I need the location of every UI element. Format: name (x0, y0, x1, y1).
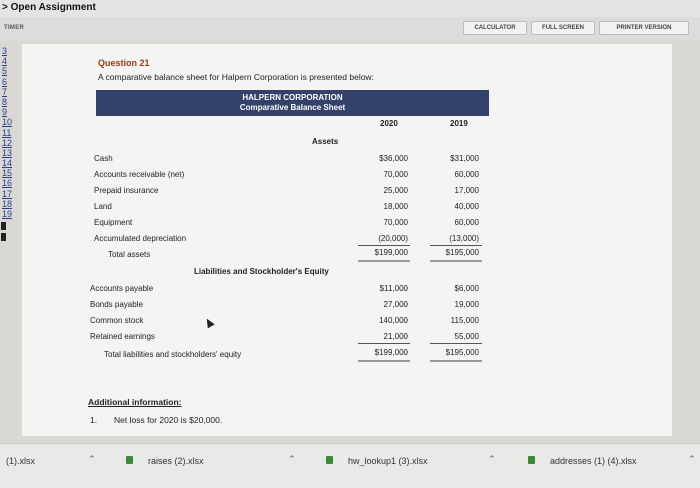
window-title[interactable]: > Open Assignment (2, 2, 96, 13)
liability-row-label: Accounts payable (90, 284, 154, 293)
asset-value-2020: 70,000 (383, 218, 408, 227)
question-link[interactable]: 12 (2, 137, 13, 148)
liability-value-2020: 21,000 (383, 332, 408, 341)
asset-row-label: Prepaid insurance (94, 186, 159, 195)
year-header-2020: 2020 (380, 119, 398, 128)
subtotal-rule (358, 343, 410, 344)
question-text: A comparative balance sheet for Halpern … (98, 72, 374, 82)
subtotal-rule (358, 245, 410, 246)
printer-version-button[interactable]: PRINTER VERSION (599, 21, 689, 35)
liability-row-label: Retained earnings (90, 332, 155, 341)
question-link[interactable]: 3 (2, 46, 8, 56)
excel-file-icon (126, 456, 133, 464)
timer-tab[interactable]: TIMER (4, 25, 25, 31)
question-link[interactable]: 13 (2, 147, 13, 158)
title-bar: > Open Assignment (0, 0, 700, 17)
total-liabilities-2019: $195,000 (445, 348, 479, 357)
asset-value-2020: 25,000 (383, 186, 408, 195)
question-link[interactable]: 4 (2, 56, 8, 67)
asset-value-2019: 60,000 (454, 170, 479, 179)
download-item[interactable]: hw_lookup1 (3).xlsx (348, 456, 428, 466)
question-marker (1, 233, 6, 242)
liability-value-2019: $6,000 (454, 284, 479, 293)
question-title: Question 21 (98, 58, 150, 68)
total-double-rule (358, 260, 410, 262)
question-link[interactable]: 10 (2, 117, 13, 128)
subtotal-rule (430, 343, 482, 344)
statement-header: HALPERN CORPORATION Comparative Balance … (96, 90, 489, 116)
question-link[interactable]: 18 (2, 198, 13, 209)
download-item[interactable]: addresses (1) (4).xlsx (550, 456, 637, 466)
total-double-rule (430, 260, 482, 262)
asset-row-label: Accounts receivable (net) (94, 170, 185, 179)
total-double-rule (358, 360, 410, 362)
question-link[interactable]: 14 (2, 158, 13, 169)
question-nav: 3 4 5 6 7 8 9 10 11 12 13 14 15 16 17 18… (0, 46, 20, 286)
asset-row-label: Accumulated depreciation (94, 234, 187, 243)
chevron-up-icon[interactable]: ⌃ (288, 454, 296, 464)
excel-file-icon (528, 456, 535, 464)
liability-row-label: Bonds payable (90, 300, 143, 309)
additional-info-heading: Additional information: (88, 397, 182, 407)
question-link[interactable]: 17 (2, 188, 13, 199)
total-assets-label: Total assets (108, 250, 151, 259)
statement-name: Comparative Balance Sheet (239, 103, 346, 112)
total-assets-2019: $195,000 (445, 248, 479, 257)
total-liabilities-label: Total liabilities and stockholders' equi… (104, 350, 242, 359)
fullscreen-button[interactable]: FULL SCREEN (531, 21, 595, 35)
toolbar: TIMER CALCULATOR FULL SCREEN PRINTER VER… (0, 17, 700, 41)
asset-value-2019: 40,000 (454, 202, 479, 211)
chevron-up-icon[interactable]: ⌃ (88, 454, 96, 464)
note-number: 1. (90, 415, 98, 425)
total-liabilities-2020: $199,000 (374, 348, 408, 357)
asset-value-2020: 70,000 (383, 170, 408, 179)
question-link[interactable]: 8 (2, 96, 8, 107)
liability-value-2019: 19,000 (454, 300, 479, 309)
question-link[interactable]: 15 (2, 168, 13, 179)
liability-row-label: Common stock (90, 316, 144, 325)
total-double-rule (430, 360, 482, 362)
asset-row-label: Land (94, 202, 112, 211)
company-name: HALPERN CORPORATION (242, 93, 343, 102)
asset-value-2020: 18,000 (383, 202, 408, 211)
liability-value-2020: $11,000 (379, 284, 408, 293)
liabilities-heading: Liabilities and Stockholder's Equity (194, 267, 329, 276)
question-link[interactable]: 6 (2, 76, 8, 87)
chevron-up-icon[interactable]: ⌃ (488, 454, 496, 464)
subtotal-rule (430, 245, 482, 246)
excel-file-icon (326, 456, 333, 464)
question-link[interactable]: 11 (2, 127, 12, 138)
asset-value-2020: (20,000) (378, 234, 408, 243)
assets-heading: Assets (312, 137, 339, 146)
chevron-up-icon[interactable]: ⌃ (688, 454, 696, 464)
liability-value-2020: 27,000 (383, 300, 408, 309)
question-link[interactable]: 16 (2, 178, 13, 189)
asset-value-2019: 17,000 (454, 186, 479, 195)
question-link[interactable]: 19 (2, 209, 13, 219)
asset-row-label: Cash (94, 154, 113, 163)
note-text: Net loss for 2020 is $20,000. (114, 415, 223, 425)
liability-value-2019: 115,000 (450, 316, 479, 325)
download-item[interactable]: (1).xlsx (6, 456, 35, 466)
year-header-2019: 2019 (450, 119, 468, 128)
asset-value-2019: (13,000) (449, 234, 479, 243)
calculator-button[interactable]: CALCULATOR (463, 21, 527, 35)
question-link[interactable]: 9 (2, 107, 8, 118)
asset-value-2019: $31,000 (450, 154, 479, 163)
question-marker (1, 222, 6, 231)
asset-value-2020: $36,000 (379, 154, 408, 163)
total-assets-2020: $199,000 (374, 248, 408, 257)
question-link[interactable]: 7 (2, 86, 8, 97)
asset-value-2019: 60,000 (454, 218, 479, 227)
download-bar: (1).xlsx ⌃ raises (2).xlsx ⌃ hw_lookup1 … (0, 443, 700, 488)
liability-value-2019: 55,000 (454, 332, 479, 341)
liability-value-2020: 140,000 (379, 316, 408, 325)
asset-row-label: Equipment (94, 218, 133, 227)
download-item[interactable]: raises (2).xlsx (148, 456, 204, 466)
question-link[interactable]: 5 (2, 66, 8, 77)
